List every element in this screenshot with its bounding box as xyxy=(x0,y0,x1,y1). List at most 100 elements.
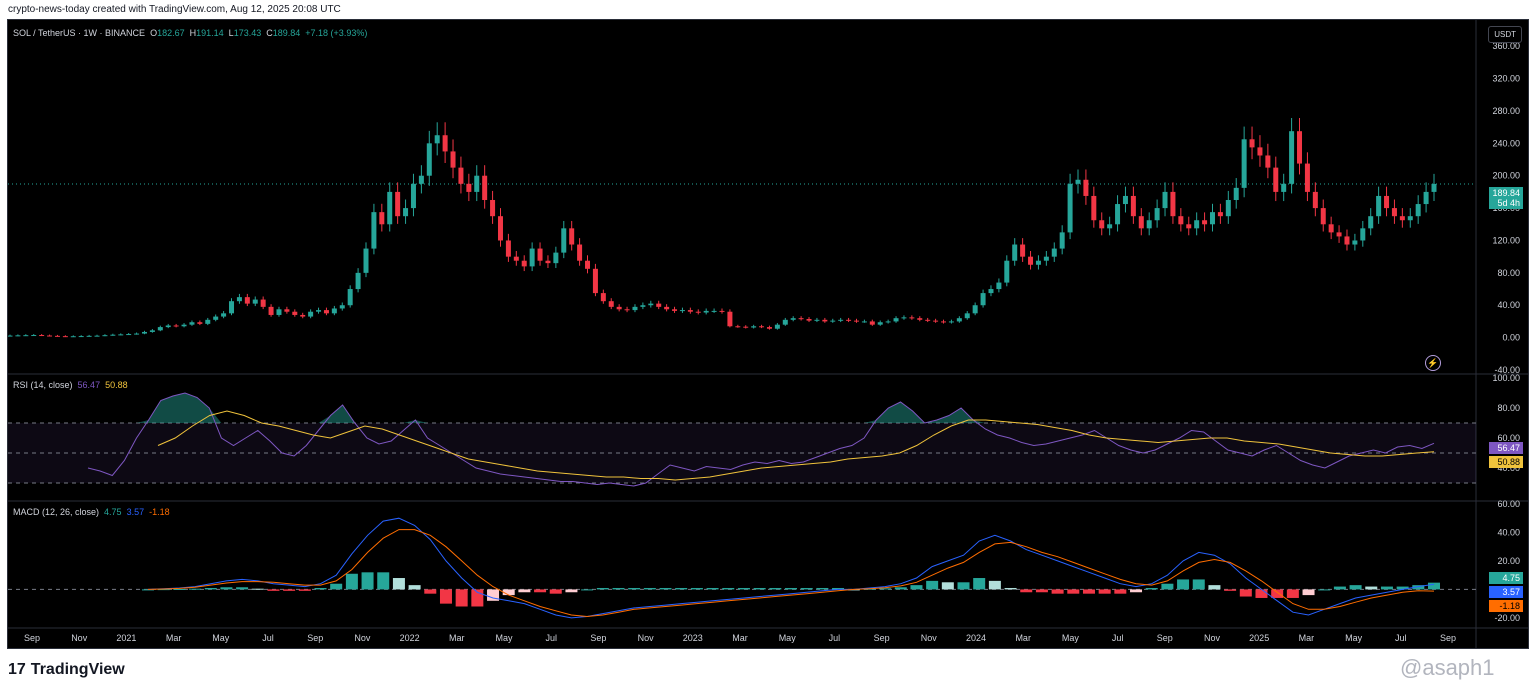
rsi-y-tick: 60.00 xyxy=(1497,433,1520,443)
macd-histogram-bar xyxy=(659,587,672,590)
macd-histogram-bar xyxy=(785,587,797,590)
x-axis-label: May xyxy=(495,633,513,643)
macd-histogram-bar xyxy=(173,588,186,590)
rsi-overbought-fill xyxy=(88,393,1434,423)
macd-histogram-bar xyxy=(926,580,939,590)
x-axis-label: Sep xyxy=(874,633,890,643)
candle-body xyxy=(450,151,456,168)
macd-histogram-bar xyxy=(1161,583,1174,590)
macd-histogram-bar xyxy=(879,588,892,590)
lightning-icon[interactable]: ⚡ xyxy=(1425,355,1441,371)
chart-frame[interactable]: 360.00320.00280.00240.00200.00160.00120.… xyxy=(7,19,1529,649)
candle-body xyxy=(86,335,92,337)
candle-body xyxy=(466,183,472,192)
candle-body xyxy=(1320,208,1326,225)
price-y-tick: 40.00 xyxy=(1497,300,1520,310)
candle-body xyxy=(1407,216,1413,221)
candle-body xyxy=(948,321,954,323)
candle-body xyxy=(31,335,37,337)
macd-histogram-bar xyxy=(298,589,311,591)
macd-histogram-bar xyxy=(267,589,280,591)
candle-body xyxy=(743,326,749,328)
macd-histogram-bar xyxy=(220,587,233,590)
candle-body xyxy=(1376,195,1382,217)
candle-body xyxy=(664,306,670,310)
candle-body xyxy=(126,334,132,336)
macd-histogram-bar xyxy=(816,587,829,590)
last-price-value: 189.84 xyxy=(1492,188,1520,198)
macd-plot xyxy=(8,517,1476,619)
macd-histogram-bar xyxy=(957,582,970,590)
macd-histogram-bar xyxy=(706,587,719,590)
candle-body xyxy=(418,175,424,184)
brand-name: TradingView xyxy=(30,661,125,678)
candle-body xyxy=(1122,195,1128,205)
macd-line-value: 3.57 xyxy=(126,507,145,517)
candle-body xyxy=(1431,183,1437,192)
macd-histogram-bar xyxy=(1067,589,1080,594)
candle-body xyxy=(1146,220,1152,229)
candle-body xyxy=(1138,216,1144,229)
x-axis-label: 2025 xyxy=(1249,633,1269,643)
x-axis-label: Mar xyxy=(166,633,182,643)
candle-body xyxy=(387,191,393,225)
candle-body xyxy=(323,310,329,314)
macd-histogram-bar xyxy=(1412,585,1425,590)
currency-button[interactable]: USDT xyxy=(1488,26,1522,43)
high-label: H xyxy=(189,28,197,38)
x-axis-label: Mar xyxy=(732,633,748,643)
candle-body xyxy=(213,316,219,320)
candle-body xyxy=(497,216,503,241)
candle-body xyxy=(276,309,282,315)
candle-body xyxy=(70,336,76,338)
candle-body xyxy=(1130,195,1136,217)
macd-histogram-bar xyxy=(1428,582,1440,590)
macd-hist-tag: 4.75 xyxy=(1489,572,1523,584)
candle-body xyxy=(482,175,488,200)
x-axis-label: May xyxy=(1062,633,1080,643)
rsi-legend: RSI (14, close) 56.47 50.88 xyxy=(13,380,128,390)
candle-body xyxy=(1202,220,1208,225)
candle-body xyxy=(458,167,464,184)
candle-body xyxy=(1194,220,1200,229)
candle-body xyxy=(62,336,68,338)
tradingview-logo[interactable]: 17 TradingView xyxy=(8,661,125,679)
macd-histogram-bar xyxy=(1082,589,1095,594)
close-value: 189.84 xyxy=(272,28,301,38)
candle-body xyxy=(1415,204,1421,217)
candle-body xyxy=(197,322,203,324)
x-axis-label: 2021 xyxy=(116,633,136,643)
candle-body xyxy=(964,313,970,319)
candle-body xyxy=(395,191,401,217)
macd-signal-tag: -1.18 xyxy=(1489,600,1523,612)
candle-body xyxy=(347,289,353,306)
macd-hist-value: 4.75 xyxy=(104,507,122,517)
candle-body xyxy=(735,326,741,328)
macd-histogram-bar xyxy=(769,587,782,590)
macd-histogram-bar xyxy=(910,585,923,590)
macd-histogram-bar xyxy=(502,589,515,596)
candle-body xyxy=(774,324,780,329)
rsi-ma-tag: 50.88 xyxy=(1489,456,1523,468)
candle-body xyxy=(149,330,155,332)
candle-body xyxy=(1281,183,1287,192)
candle-body xyxy=(585,260,591,269)
candle-body xyxy=(1115,204,1121,225)
candle-body xyxy=(893,318,899,322)
candle-body xyxy=(1328,224,1334,233)
candle-body xyxy=(600,293,606,302)
candle-body xyxy=(782,319,788,325)
candle-body xyxy=(1304,163,1310,192)
x-axis-label: Mar xyxy=(1015,633,1031,643)
candle-body xyxy=(1178,216,1184,225)
candle-body xyxy=(719,310,725,312)
candle-body xyxy=(529,248,535,267)
candle-body xyxy=(537,248,543,261)
open-label: O xyxy=(150,28,158,38)
chart-svg[interactable]: 360.00320.00280.00240.00200.00160.00120.… xyxy=(8,20,1529,649)
candle-body xyxy=(181,324,187,327)
candle-body xyxy=(1028,256,1034,265)
candle-body xyxy=(54,335,60,337)
candle-body xyxy=(695,311,701,313)
x-axis-label: Nov xyxy=(1204,633,1221,643)
